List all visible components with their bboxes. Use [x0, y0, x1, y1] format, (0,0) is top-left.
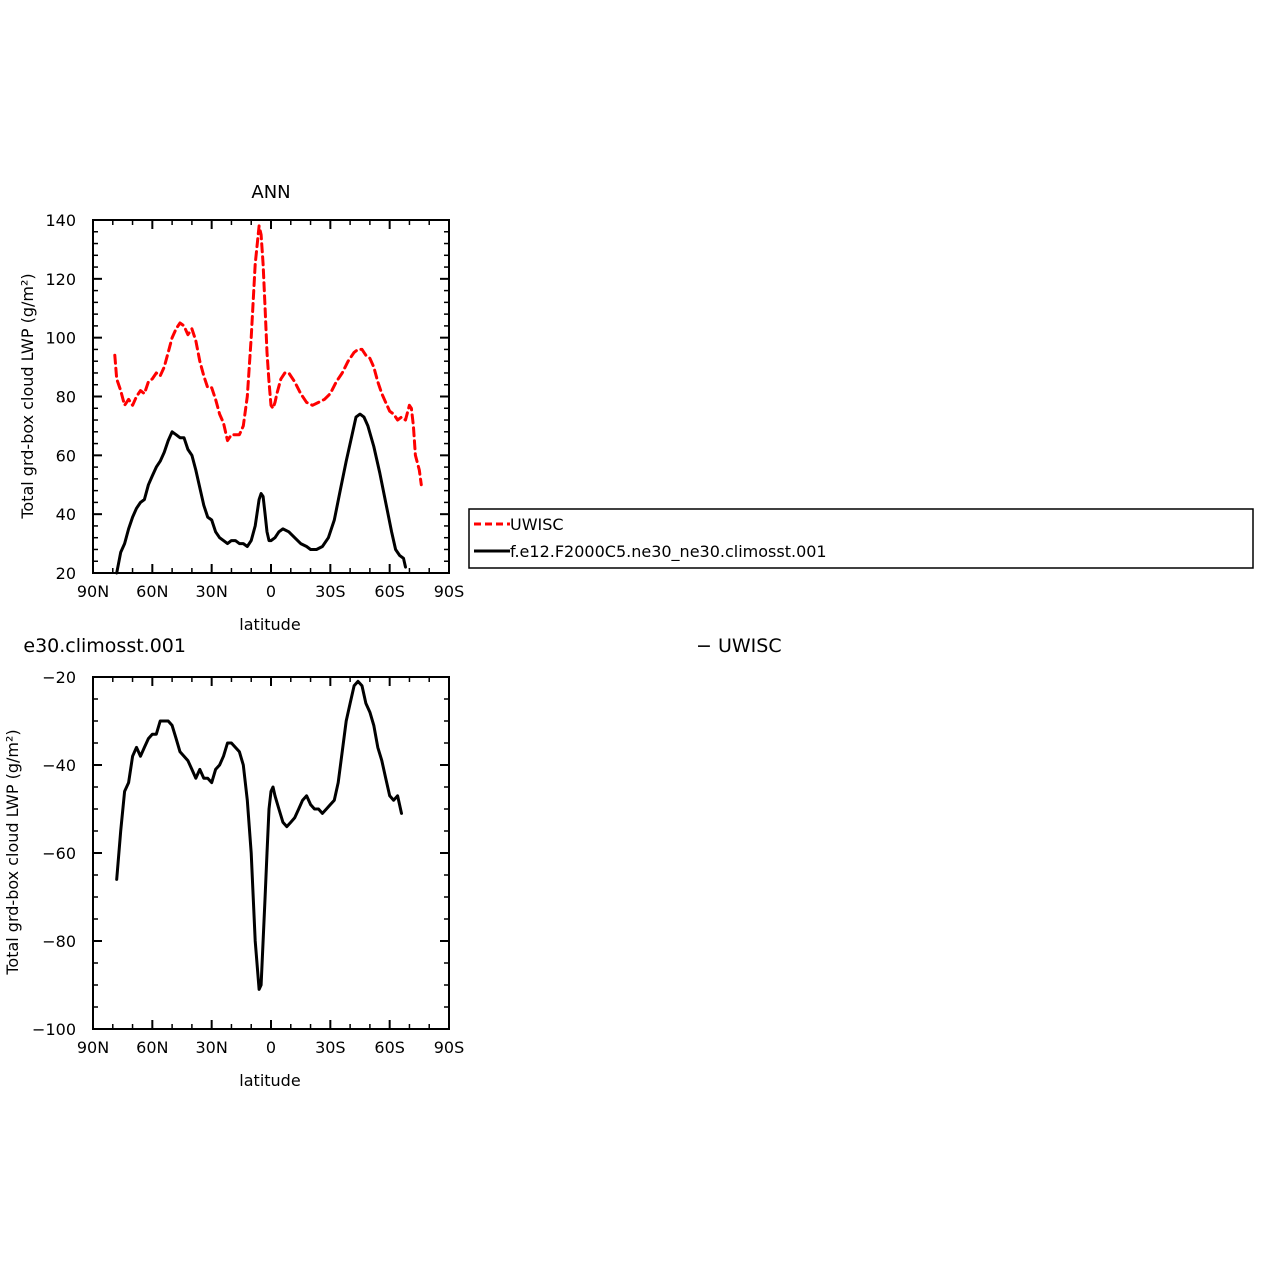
top-y-tick-labels: 20 40 60 80 100 120 140	[45, 211, 76, 583]
top-y-tick-label: 120	[45, 270, 76, 289]
bottom-series-layer	[115, 679, 403, 991]
top-x-tick-label: 60S	[374, 582, 405, 601]
bottom-y-tick-label: −100	[32, 1020, 76, 1039]
legend-box	[468, 508, 1254, 569]
bottom-y-tick-label: −60	[42, 844, 76, 863]
top-y-tick-label: 40	[56, 505, 76, 524]
bottom-x-tick-label: 0	[266, 1038, 276, 1057]
top-x-tick-label: 60N	[136, 582, 168, 601]
top-tick-marks	[92, 219, 450, 574]
bottom-chart-title-right: − UWISC	[696, 635, 782, 657]
bottom-x-tick-labels: 90N 60N 30N 0 30S 60S 90S	[77, 1038, 464, 1057]
bottom-tick-marks	[92, 676, 450, 1030]
top-y-axis-label: Total grd-box cloud LWP (g/m²)	[18, 273, 37, 519]
top-x-tick-label: 90N	[77, 582, 109, 601]
top-x-tick-label: 0	[266, 582, 276, 601]
bottom-y-tick-label: −80	[42, 932, 76, 951]
top-panel: ANN 90N 60N 30N 0 30S 60S 90S 20 40 60 80 100 120 14…	[18, 182, 1254, 634]
top-y-tick-label: 60	[56, 446, 76, 465]
bottom-x-tick-label: 90S	[434, 1038, 465, 1057]
top-chart-title: ANN	[251, 182, 290, 203]
top-y-tick-label: 80	[56, 388, 76, 407]
bottom-y-tick-labels: −20 −40 −60 −80 −100	[32, 668, 76, 1039]
bottom-y-axis-label: Total grd-box cloud LWP (g/m²)	[3, 729, 22, 975]
top-y-tick-label: 20	[56, 564, 76, 583]
top-y-tick-label: 140	[45, 211, 76, 230]
top-plot-frame	[92, 219, 450, 574]
bottom-x-tick-label: 30S	[315, 1038, 346, 1057]
top-x-tick-label: 30S	[315, 582, 346, 601]
bottom-x-tick-label: 60S	[374, 1038, 405, 1057]
bottom-series-line-0	[115, 679, 403, 991]
bottom-chart-title-left: e30.climosst.001	[23, 635, 186, 657]
bottom-x-tick-label: 90N	[77, 1038, 109, 1057]
legend-label-model: f.e12.F2000C5.ne30_ne30.climosst.001	[510, 542, 827, 562]
bottom-plot-area: 90N 60N 30N 0 30S 60S 90S −20 −40 −60 −80 −100	[32, 668, 464, 1057]
legend-label-uwisc: UWISC	[510, 515, 564, 534]
top-x-axis-label: latitude	[239, 615, 300, 634]
bottom-x-tick-label: 30N	[196, 1038, 228, 1057]
top-series-line-1	[115, 412, 407, 575]
top-y-tick-label: 100	[45, 329, 76, 348]
top-x-tick-labels: 90N 60N 30N 0 30S 60S 90S	[77, 582, 464, 601]
bottom-y-tick-label: −40	[42, 756, 76, 775]
bottom-x-axis-label: latitude	[239, 1071, 300, 1090]
bottom-x-tick-label: 60N	[136, 1038, 168, 1057]
bottom-y-tick-label: −20	[42, 668, 76, 687]
bottom-plot-frame	[92, 676, 450, 1030]
top-x-tick-label: 90S	[434, 582, 465, 601]
legend: UWISC f.e12.F2000C5.ne30_ne30.climosst.0…	[468, 508, 1254, 569]
bottom-panel: e30.climosst.001 − UWISC 90N 60N 30N 0 30S 60…	[3, 635, 782, 1090]
top-series-layer	[113, 224, 423, 575]
top-series-line-0	[113, 224, 423, 487]
top-plot-area: 90N 60N 30N 0 30S 60S 90S 20 40 60 80 100 120 140	[45, 211, 464, 601]
top-x-tick-label: 30N	[196, 582, 228, 601]
